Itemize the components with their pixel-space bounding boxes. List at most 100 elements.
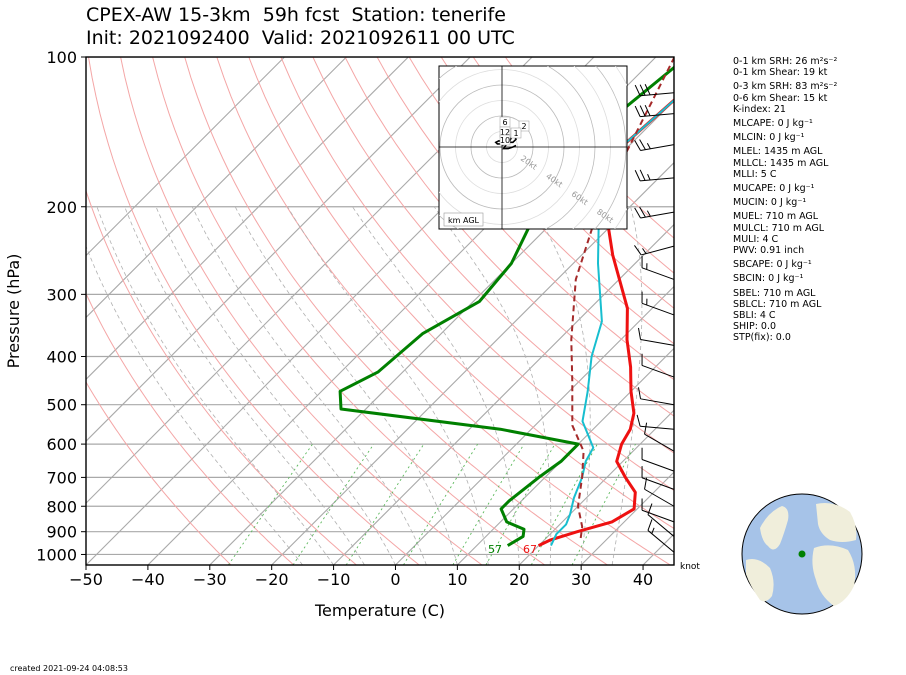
isotherm-line — [86, 57, 347, 319]
globe-land — [746, 503, 857, 606]
wind-barb — [641, 466, 675, 490]
index-row: STP(fix): 0.0 — [733, 332, 791, 344]
dry-adiabat — [88, 57, 420, 565]
x-tick-label: 0 — [390, 570, 400, 589]
wind-barb — [634, 139, 675, 151]
index-row: 0-6 km Shear: 15 kt — [733, 92, 828, 104]
index-row: SBCAPE: 0 J kg⁻¹ — [733, 259, 812, 271]
wind-barb — [636, 414, 675, 430]
wind-barb — [644, 422, 675, 452]
wind-barb — [634, 245, 675, 256]
moist-adiabat — [124, 206, 365, 565]
dewpoint-trace — [338, 65, 674, 547]
mixing-ratio-line — [345, 443, 425, 565]
isotherm-line — [86, 57, 471, 442]
dry-adiabat — [280, 57, 674, 492]
index-row: 0-1 km SRH: 26 m²s⁻² — [733, 56, 838, 67]
index-row: MLLI: 5 C — [733, 168, 777, 180]
hodograph-height-box — [518, 120, 530, 132]
moist-adiabat — [96, 206, 334, 565]
moist-adiabat — [191, 206, 427, 565]
hodograph-height-box — [510, 127, 522, 139]
x-tick-label: 20 — [509, 570, 529, 589]
moist-adiabat — [433, 206, 552, 565]
wind-barb — [647, 503, 675, 537]
y-axis-label: Pressure (hPa) — [4, 254, 23, 369]
dry-adiabat — [248, 57, 674, 530]
x-tick-label: −30 — [193, 570, 227, 589]
wind-barb — [634, 206, 675, 219]
y-tick-label: 700 — [46, 468, 77, 487]
indices-panel: 0-1 km SRH: 26 m²s⁻² 0-1 km Shear: 19 kt 0… — [733, 56, 837, 344]
index-row: MULCL: 710 m AGL — [733, 222, 825, 234]
mixing-ratio-line — [452, 443, 525, 565]
surface-dewpoint-label: 57 — [488, 543, 502, 556]
y-tick-label: 400 — [46, 348, 77, 367]
wind-barb — [634, 84, 675, 97]
isotherm-line — [86, 57, 285, 257]
index-row: MLLCL: 1435 m AGL — [733, 157, 829, 169]
x-tick-label: 40 — [633, 570, 653, 589]
mixing-ratio-line — [292, 443, 375, 565]
isotherm-line — [580, 471, 674, 565]
dry-adiabat — [120, 57, 483, 565]
y-tick-label: 500 — [46, 396, 77, 415]
plot-frame — [85, 56, 675, 566]
wind-barb — [634, 104, 675, 118]
wind-barb — [644, 477, 675, 507]
dry-adiabat — [184, 57, 608, 565]
index-row: MLEL: 1435 m AGL — [733, 146, 823, 158]
wind-barb — [641, 256, 675, 280]
x-tick-label: −50 — [69, 570, 103, 589]
dry-adiabat — [472, 57, 674, 274]
index-row: SBEL: 710 m AGL — [733, 287, 816, 299]
dry-adiabat — [86, 292, 295, 565]
index-row: MLCIN: 0 J kg⁻¹ — [733, 132, 805, 144]
mixing-ratio-line — [571, 443, 636, 565]
index-row: PWV: 0.91 inch — [733, 245, 805, 257]
index-row: SBLCL: 710 m AGL — [733, 298, 822, 310]
x-tick-label: 30 — [571, 570, 591, 589]
barb-unit-label: knot — [680, 562, 700, 572]
moist-adiabat — [352, 206, 520, 565]
hodograph-footer-label: km AGL — [448, 216, 480, 225]
wind-barb — [641, 498, 675, 523]
mixing-ratio-line — [403, 443, 478, 565]
dry-adiabat — [440, 57, 674, 309]
index-row: 0-3 km SRH: 83 m²s⁻² — [733, 81, 838, 93]
x-tick-label: −40 — [131, 570, 165, 589]
x-tick-label: 10 — [447, 570, 467, 589]
y-tick-label: 100 — [46, 48, 77, 67]
y-tick-label: 300 — [46, 285, 77, 304]
hodograph-height-box — [499, 134, 511, 146]
x-tick-label: −10 — [317, 570, 351, 589]
hodograph-height-label: 2 — [521, 122, 526, 131]
chart-title-line1: CPEX-AW 15-3km 59h fcst Station: tenerif… — [86, 4, 506, 26]
wind-barb — [641, 291, 675, 316]
mixing-ratio-line — [530, 443, 598, 565]
y-tick-label: 600 — [46, 435, 77, 454]
isotherm-line — [271, 161, 674, 565]
x-tick-label: −20 — [255, 570, 289, 589]
dry-adiabat — [312, 57, 674, 454]
index-row: MUEL: 710 m AGL — [733, 211, 819, 223]
wind-barb — [641, 353, 675, 378]
index-row: 0-1 km Shear: 19 kt — [733, 67, 828, 79]
created-timestamp: created 2021-09-24 04:08:53 — [10, 664, 128, 673]
wind-barb — [634, 169, 675, 182]
isotherm-line — [518, 409, 674, 565]
dry-adiabat — [344, 57, 674, 417]
hodograph-height-label: 12 — [500, 128, 510, 137]
x-axis-label: Temperature (C) — [314, 601, 445, 620]
dry-adiabat — [86, 381, 232, 565]
wind-barb — [647, 519, 675, 553]
dry-adiabat — [376, 57, 674, 381]
index-row: MUCIN: 0 J kg⁻¹ — [733, 197, 807, 209]
moist-adiabat — [234, 206, 458, 565]
station-marker — [798, 550, 806, 558]
hodograph-height-label: 6 — [502, 118, 507, 127]
index-row: SBCIN: 0 J kg⁻¹ — [733, 273, 804, 285]
index-row: MULI: 4 C — [733, 233, 779, 245]
isotherm-line — [395, 285, 674, 565]
